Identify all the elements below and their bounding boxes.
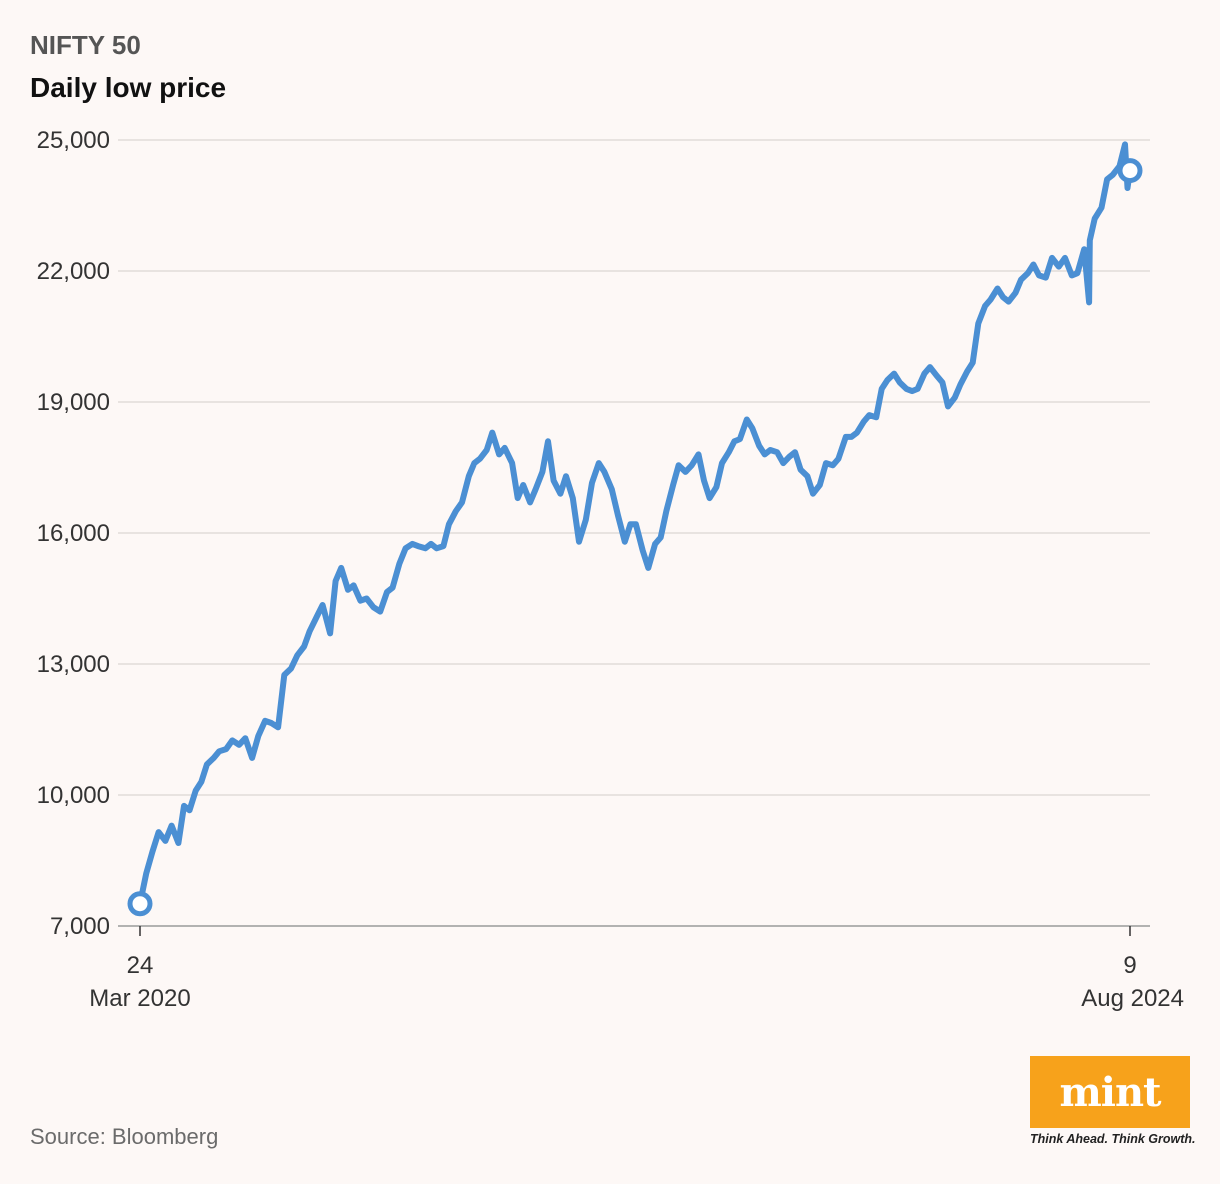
mint-logo-box: mint: [1030, 1056, 1190, 1128]
y-tick-label: 19,000: [37, 389, 110, 416]
source-note: Source: Bloomberg: [30, 1124, 219, 1149]
y-tick-label: 13,000: [37, 651, 110, 678]
x-tick-day: 9: [1123, 952, 1136, 979]
x-tick-day: 24: [127, 952, 154, 979]
gridlines: [118, 139, 1150, 927]
y-tick-label: 22,000: [37, 258, 110, 285]
mint-logo-text: mint: [1059, 1068, 1161, 1116]
chart-title: Daily low price: [30, 72, 227, 103]
x-axis: 24 Mar 2020 9 Aug 2024: [89, 926, 1184, 1012]
y-tick-label: 7,000: [50, 913, 110, 940]
x-tick-monthyear: Mar 2020: [89, 985, 190, 1012]
y-tick-label: 25,000: [37, 127, 110, 154]
x-tick-monthyear: Aug 2024: [1081, 985, 1184, 1012]
mint-tagline: Think Ahead. Think Growth.: [1030, 1132, 1196, 1146]
start-point-marker: [127, 891, 153, 917]
series-line: [137, 141, 1133, 907]
line-chart: 7,000 10,000 13,000 16,000 19,000 22,000 25,00…: [37, 127, 1184, 1012]
y-tick-label: 10,000: [37, 782, 110, 809]
y-tick-label: 16,000: [37, 520, 110, 547]
end-point-marker: [1117, 158, 1143, 184]
y-axis-ticks: 7,000 10,000 13,000 16,000 19,000 22,000 25,00…: [37, 127, 110, 940]
mint-logo: mint: [1030, 1056, 1190, 1128]
chart-kicker: NIFTY 50: [30, 30, 141, 60]
series-group: [127, 141, 1143, 917]
